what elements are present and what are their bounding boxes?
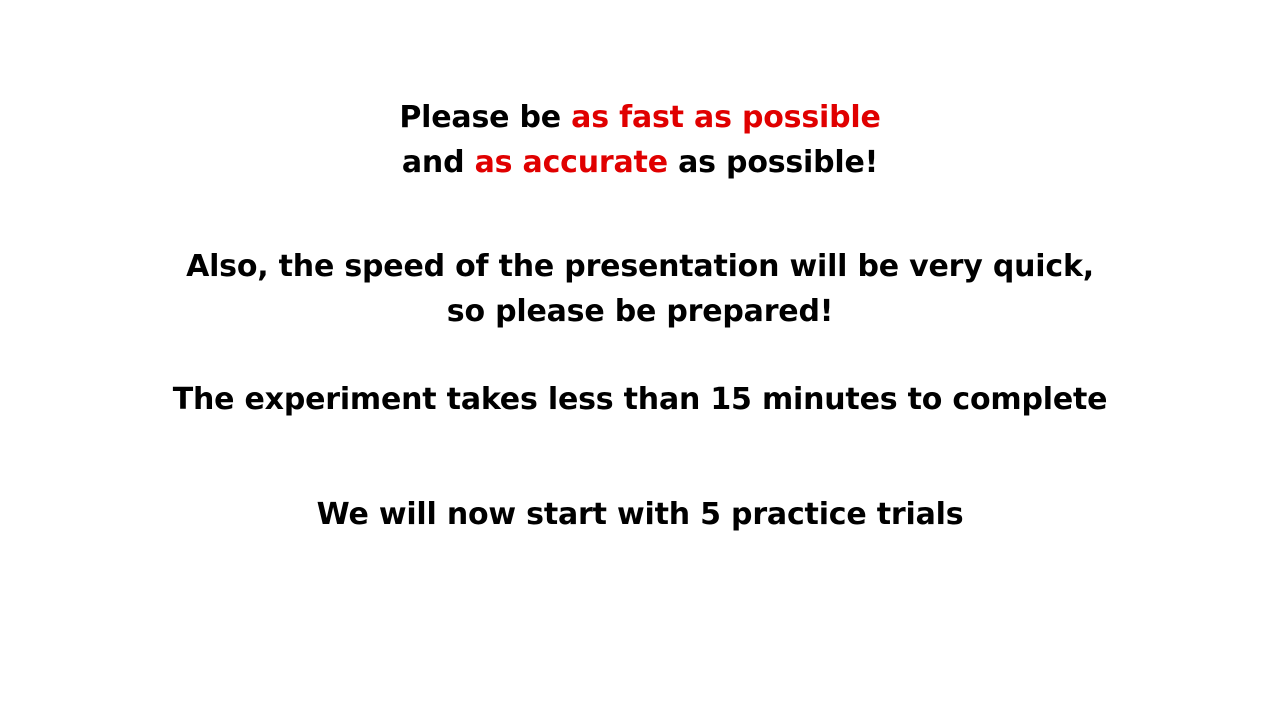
presentation-speed-line-1: Also, the speed of the presentation will… xyxy=(186,249,1094,284)
accuracy-instruction-line: and as accurate as possible! xyxy=(0,145,1280,181)
duration-text: The experiment takes less than 15 minute… xyxy=(172,382,1108,417)
speed-instruction-prefix: Please be xyxy=(399,100,572,135)
practice-trials-text: We will now start with 5 practice trials xyxy=(316,497,964,532)
speed-emphasis: as fast as possible xyxy=(571,100,881,135)
presentation-speed-line-2: so please be prepared! xyxy=(446,294,834,329)
accuracy-emphasis: as accurate xyxy=(474,145,668,180)
speed-instruction-line: Please be as fast as possible xyxy=(0,100,1280,136)
accuracy-instruction-suffix: as possible! xyxy=(667,145,879,180)
accuracy-instruction-prefix: and xyxy=(401,145,475,180)
